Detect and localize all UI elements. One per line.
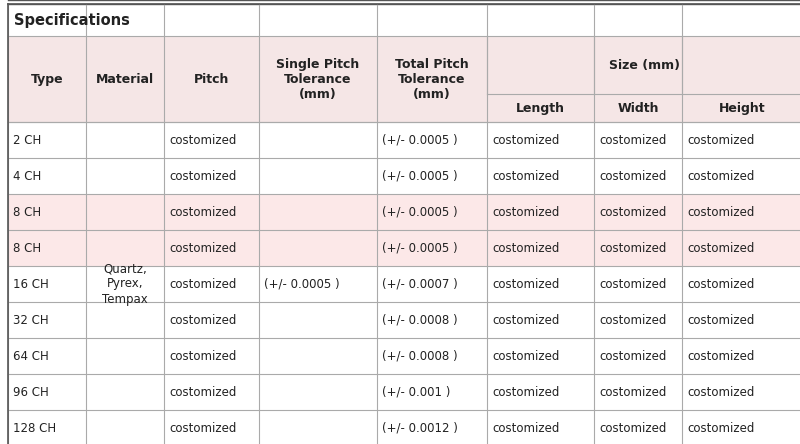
Text: costomized: costomized bbox=[687, 313, 754, 326]
Text: costomized: costomized bbox=[492, 421, 559, 435]
Text: 32 CH: 32 CH bbox=[13, 313, 49, 326]
Text: (+/- 0.0005 ): (+/- 0.0005 ) bbox=[382, 170, 458, 182]
Bar bbox=[487, 94, 594, 122]
Text: (+/- 0.0008 ): (+/- 0.0008 ) bbox=[382, 313, 458, 326]
Text: Length: Length bbox=[516, 102, 565, 115]
Text: costomized: costomized bbox=[599, 421, 666, 435]
Text: costomized: costomized bbox=[599, 242, 666, 254]
Bar bbox=[259, 36, 377, 122]
Text: Size (mm): Size (mm) bbox=[609, 59, 680, 71]
Text: costomized: costomized bbox=[169, 134, 236, 147]
Text: 2 CH: 2 CH bbox=[13, 134, 42, 147]
Text: costomized: costomized bbox=[599, 134, 666, 147]
Bar bbox=[86, 36, 164, 122]
Text: (+/- 0.001 ): (+/- 0.001 ) bbox=[382, 385, 450, 399]
Bar bbox=[682, 94, 800, 122]
Text: costomized: costomized bbox=[492, 385, 559, 399]
Bar bbox=[8, 302, 800, 338]
Text: (+/- 0.0008 ): (+/- 0.0008 ) bbox=[382, 349, 458, 362]
Text: costomized: costomized bbox=[687, 385, 754, 399]
Text: costomized: costomized bbox=[169, 349, 236, 362]
Bar bbox=[8, 36, 800, 122]
Bar bbox=[8, 374, 800, 410]
Text: (+/- 0.0005 ): (+/- 0.0005 ) bbox=[382, 134, 458, 147]
Bar bbox=[487, 36, 800, 94]
Bar bbox=[8, 36, 86, 122]
Text: costomized: costomized bbox=[492, 170, 559, 182]
Bar bbox=[8, 194, 800, 230]
Text: costomized: costomized bbox=[687, 349, 754, 362]
Text: costomized: costomized bbox=[169, 313, 236, 326]
Text: 64 CH: 64 CH bbox=[13, 349, 49, 362]
Text: Single Pitch
Tolerance
(mm): Single Pitch Tolerance (mm) bbox=[276, 58, 360, 100]
Bar bbox=[8, 0, 800, 4]
Text: costomized: costomized bbox=[599, 170, 666, 182]
Text: 128 CH: 128 CH bbox=[13, 421, 56, 435]
Text: (+/- 0.0012 ): (+/- 0.0012 ) bbox=[382, 421, 458, 435]
Text: costomized: costomized bbox=[687, 242, 754, 254]
Text: costomized: costomized bbox=[492, 349, 559, 362]
Bar bbox=[8, 338, 800, 374]
Text: Material: Material bbox=[96, 72, 154, 86]
Text: costomized: costomized bbox=[687, 278, 754, 290]
Text: Width: Width bbox=[618, 102, 658, 115]
Text: Quartz,
Pyrex,
Tempax: Quartz, Pyrex, Tempax bbox=[102, 262, 148, 305]
Text: 4 CH: 4 CH bbox=[13, 170, 42, 182]
Text: costomized: costomized bbox=[687, 421, 754, 435]
Text: costomized: costomized bbox=[599, 206, 666, 218]
Text: costomized: costomized bbox=[599, 313, 666, 326]
Text: Height: Height bbox=[718, 102, 766, 115]
Text: costomized: costomized bbox=[169, 421, 236, 435]
Text: costomized: costomized bbox=[687, 206, 754, 218]
Text: (+/- 0.0005 ): (+/- 0.0005 ) bbox=[264, 278, 340, 290]
Bar bbox=[594, 94, 682, 122]
Text: 96 CH: 96 CH bbox=[13, 385, 49, 399]
Text: Total Pitch
Tolerance
(mm): Total Pitch Tolerance (mm) bbox=[395, 58, 469, 100]
Bar bbox=[8, 4, 800, 36]
Text: Specifications: Specifications bbox=[14, 12, 130, 28]
Text: 16 CH: 16 CH bbox=[13, 278, 49, 290]
Bar bbox=[164, 36, 259, 122]
Text: costomized: costomized bbox=[687, 134, 754, 147]
Text: 8 CH: 8 CH bbox=[13, 206, 41, 218]
Text: costomized: costomized bbox=[599, 278, 666, 290]
Text: costomized: costomized bbox=[599, 349, 666, 362]
Text: costomized: costomized bbox=[492, 278, 559, 290]
Text: Type: Type bbox=[30, 72, 63, 86]
Text: Pitch: Pitch bbox=[194, 72, 229, 86]
Text: costomized: costomized bbox=[169, 206, 236, 218]
Bar bbox=[8, 122, 800, 158]
Text: costomized: costomized bbox=[169, 242, 236, 254]
Bar bbox=[377, 36, 487, 122]
Polygon shape bbox=[295, 41, 415, 441]
Bar bbox=[8, 158, 800, 194]
Text: costomized: costomized bbox=[492, 313, 559, 326]
Text: costomized: costomized bbox=[599, 385, 666, 399]
Text: costomized: costomized bbox=[169, 385, 236, 399]
Text: costomized: costomized bbox=[492, 134, 559, 147]
Text: costomized: costomized bbox=[687, 170, 754, 182]
Text: (+/- 0.0007 ): (+/- 0.0007 ) bbox=[382, 278, 458, 290]
Text: costomized: costomized bbox=[492, 206, 559, 218]
Text: costomized: costomized bbox=[492, 242, 559, 254]
Text: (+/- 0.0005 ): (+/- 0.0005 ) bbox=[382, 242, 458, 254]
Polygon shape bbox=[370, 41, 490, 441]
Bar bbox=[8, 266, 800, 302]
Bar bbox=[8, 410, 800, 444]
Text: costomized: costomized bbox=[169, 278, 236, 290]
Text: costomized: costomized bbox=[169, 170, 236, 182]
Text: (+/- 0.0005 ): (+/- 0.0005 ) bbox=[382, 206, 458, 218]
Bar bbox=[8, 230, 800, 266]
Text: 8 CH: 8 CH bbox=[13, 242, 41, 254]
